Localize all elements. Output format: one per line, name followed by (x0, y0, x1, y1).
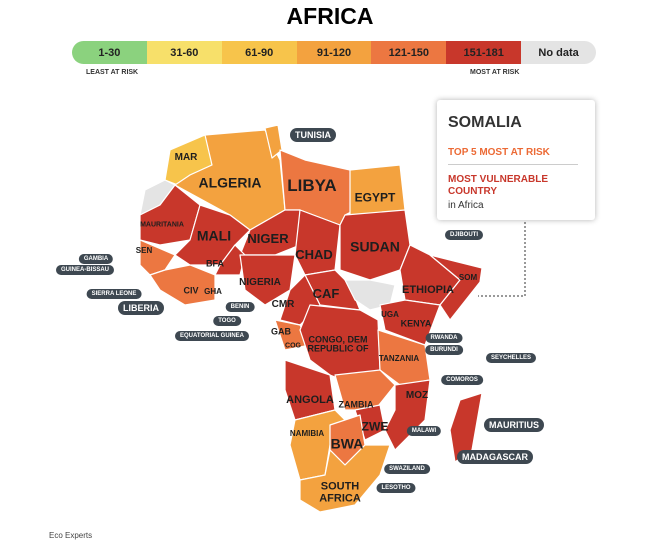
legend-high: MOST AT RISK (470, 69, 520, 76)
country-label: NIGERIA (239, 276, 281, 288)
country-tag: MALAWI (406, 426, 442, 436)
legend-item: 1-30 (72, 41, 147, 64)
country-tag: RWANDA (425, 333, 463, 343)
country-label: MOZ (405, 389, 429, 401)
country-label: TANZANIA (378, 353, 420, 363)
country-label: BFA (206, 258, 224, 269)
country-tag: SIERRA LEONE (86, 289, 142, 299)
callout-rank: TOP 5 MOST AT RISK (448, 147, 550, 158)
legend-item: 31-60 (146, 41, 222, 64)
country-tag: SWAZILAND (384, 464, 430, 474)
country-label: SUDAN (350, 238, 400, 255)
callout: SOMALIA TOP 5 MOST AT RISK MOST VULNERAB… (437, 100, 595, 220)
country-tag: SEYCHELLES (485, 353, 537, 363)
country-label: NAMIBIA (289, 428, 325, 438)
country-label: MALI (196, 227, 232, 244)
callout-country: SOMALIA (448, 114, 522, 131)
country-label: COG (285, 342, 301, 350)
country-label: NIGER (247, 231, 289, 247)
country-label: EGYPT (354, 190, 396, 205)
country (384, 379, 431, 451)
legend-item: 91-120 (296, 41, 372, 64)
country-tag: EQUATORIAL GUINEA (174, 331, 250, 341)
legend-item: 151-181 (446, 41, 522, 64)
country-label: ALGERIA (198, 174, 262, 191)
country-label: GAB (271, 326, 291, 337)
country-tag: TOGO (213, 316, 241, 326)
country-tag: LIBERIA (118, 301, 164, 315)
country-label: GHA (204, 286, 222, 296)
country-tag: GAMBIA (78, 254, 114, 264)
country-tag: MADAGASCAR (457, 450, 533, 464)
country-tag: DJIBOUTI (444, 230, 484, 240)
country (264, 124, 283, 159)
country-label: CAF (312, 286, 340, 302)
callout-leader (478, 222, 526, 297)
source: Eco Experts (49, 531, 93, 540)
callout-headline: MOST VULNERABLE COUNTRY (448, 174, 548, 197)
country-label: BWA (330, 435, 364, 452)
country (429, 254, 483, 321)
country-label: ZWE (361, 419, 389, 434)
legend-item: 121-150 (371, 41, 447, 64)
country (379, 299, 441, 346)
country-tag: BENIN (225, 302, 255, 312)
country-label: MAR (174, 151, 198, 163)
country-label: MAURITANIA (140, 221, 184, 229)
country-tag: LESOTHO (376, 483, 416, 493)
country-label: UGA (381, 309, 399, 319)
country-label: ANGOLA (286, 394, 334, 407)
country-label: CIV (183, 285, 199, 296)
legend: 1-30 31-60 61-90 91-120 121-150 151-181 No dat… (72, 41, 596, 64)
country (334, 369, 396, 411)
legend-item: No data (521, 41, 596, 64)
country-label: CONGO, DEM REPUBLIC OF (307, 334, 369, 354)
country (299, 444, 391, 513)
country-label: ETHIOPIA (402, 284, 454, 297)
country-label: SEN (135, 245, 153, 255)
country-tag: GUINEA-BISSAU (55, 265, 115, 275)
country-tag: MAURITIUS (484, 418, 544, 432)
country-label: LIBYA (287, 176, 337, 196)
country-tag: TUNISIA (290, 128, 336, 142)
country-label: KENYA (400, 318, 432, 329)
country-label: SOM (458, 272, 478, 282)
country-label: SOUTH AFRICA (319, 480, 361, 504)
callout-note: in Africa (448, 200, 484, 211)
country-label: CHAD (295, 247, 333, 263)
title: AFRICA (286, 3, 374, 29)
country-label: CMR (271, 298, 295, 310)
country (149, 264, 216, 306)
legend-low: LEAST AT RISK (86, 69, 139, 76)
country-tag: COMOROS (441, 375, 483, 385)
country-label: ZAMBIA (338, 399, 374, 410)
legend-item: 61-90 (221, 41, 297, 64)
country-tag: BURUNDI (425, 345, 463, 355)
